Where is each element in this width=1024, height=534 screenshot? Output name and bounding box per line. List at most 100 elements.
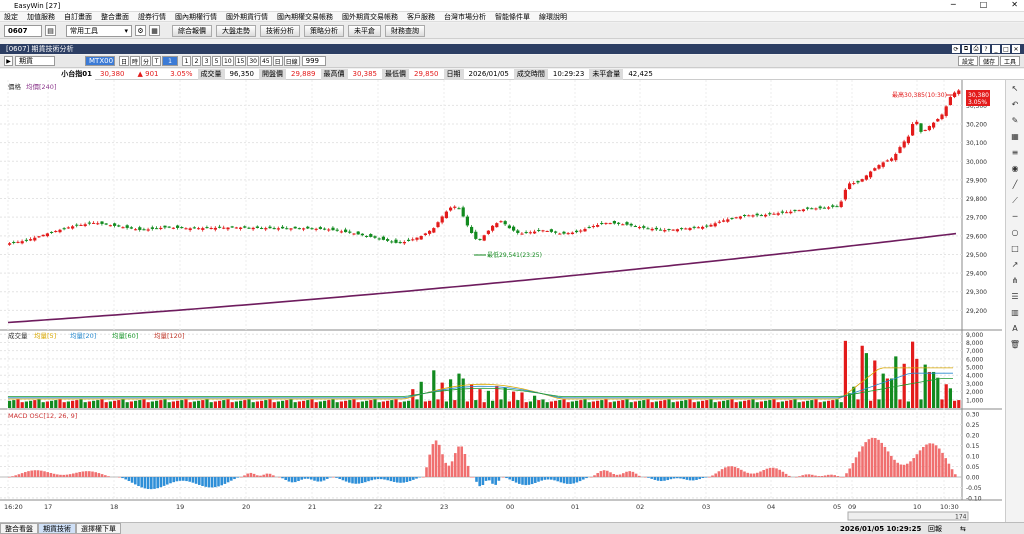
close-icon[interactable]: ✕ [1011,0,1018,9]
help-icon[interactable]: ? [982,45,990,53]
trash-icon[interactable]: 🗑 [1009,340,1021,349]
volume-bar [92,400,96,408]
menu-item[interactable]: 國外期貨交易帳務 [342,12,398,21]
lookup-icon[interactable]: ▤ [45,25,56,36]
bars-count-input[interactable]: 999 [301,56,326,66]
osc-bar [685,476,689,480]
osc-bar [688,476,692,481]
product-select[interactable]: 期貨 [15,56,55,66]
candle [701,226,705,229]
menu-item[interactable]: 台灣市場分析 [444,12,486,21]
copy-icon[interactable]: ⧉ [962,45,970,53]
period-hour[interactable]: 時 [130,56,141,66]
fork-icon[interactable]: ⋔ [1011,276,1019,285]
contract-select[interactable]: MTX00 [85,56,115,66]
y-tick-label: 29,500 [966,252,987,259]
interval-button[interactable]: 15 [234,56,247,66]
minimize-icon[interactable]: _ [992,45,1000,53]
fib-icon[interactable]: ☰ [1011,292,1019,301]
pointer-icon[interactable]: ↖ [1011,84,1019,93]
osc-bar [801,475,804,477]
period-minute[interactable]: 分 [141,56,152,66]
toolbar-button[interactable]: 大盤走勢 [216,24,256,37]
menu-item[interactable]: 客戶服務 [407,12,435,21]
pencil-icon[interactable]: ✎ [1011,116,1019,125]
hline-icon[interactable]: ─ [1012,212,1018,221]
toolbar-button[interactable]: 綜合報價 [172,24,212,37]
toolbar-button[interactable]: 策略分析 [304,24,344,37]
gear-icon[interactable]: ⚙ [135,25,146,36]
osc-bar [842,476,845,478]
interval-button[interactable]: 日線 [283,56,300,66]
volume-bar [314,402,318,408]
play-icon[interactable]: ▶ [4,56,13,66]
osc-bar [918,450,922,477]
minimize-icon[interactable]: ─ [950,0,956,9]
interval-button[interactable]: 1 [182,56,192,66]
menu-item[interactable]: 加值服務 [27,12,55,21]
column-icon[interactable]: ▥ [1011,308,1019,317]
menu-item[interactable]: 證券行情 [138,12,166,21]
status-tab[interactable]: 整合看盤 [0,523,38,534]
refresh-icon[interactable]: ⟳ [952,45,960,53]
osc-bar [559,476,563,483]
candle [801,209,805,212]
layout-icon[interactable]: ▦ [149,25,160,36]
toolbar-button[interactable]: 未平倉 [348,24,381,37]
osc-bar [679,476,682,479]
period-tick[interactable]: T [152,56,162,66]
status-tab[interactable]: 選擇權下單 [76,523,121,534]
lines-icon[interactable]: ≡ [1011,148,1019,157]
interval-button[interactable]: 3 [202,56,212,66]
save-button[interactable]: 儲存 [978,56,999,66]
menu-item[interactable]: 整合畫面 [101,12,129,21]
period-day[interactable]: 日 [119,56,130,66]
trend-icon[interactable]: ⟋ [1012,196,1018,205]
change-percent: 3.05% [170,70,193,78]
menu-item[interactable]: 智能條件單 [495,12,530,21]
interval-button[interactable]: 30 [247,56,259,66]
menu-item[interactable]: 國內期權交易帳務 [277,12,333,21]
candle [831,205,835,207]
toolbar-button[interactable]: 技術分析 [260,24,300,37]
menu-item[interactable]: 線環說明 [539,12,567,21]
technical-chart[interactable]: 29,200 29,300 29,400 29,500 29,600 29,700 29,8… [0,80,1005,522]
line-tool-icon[interactable]: ╱ [1012,180,1018,189]
status-tab[interactable]: 期貨技術 [38,523,76,534]
report-button[interactable]: 回報 [928,524,942,533]
switch-icon[interactable]: ⇆ [960,524,966,533]
candle [142,229,146,231]
interval-button[interactable]: 日 [272,56,283,66]
undo-icon[interactable]: ↶ [1011,100,1019,109]
menu-item[interactable]: 設定 [4,12,18,21]
close-icon[interactable]: ✕ [1012,45,1020,53]
text-icon[interactable]: A [1012,324,1018,333]
rect-icon[interactable]: □ [1011,244,1019,253]
menu-item[interactable]: 自訂畫面 [64,12,92,21]
volume-bar [860,345,864,408]
print-icon[interactable]: ⎙ [972,45,980,53]
period-input[interactable]: 1 [162,56,179,66]
toolbar-button[interactable]: 財務查詢 [385,24,425,37]
osc-bar [27,471,30,477]
candle [58,229,62,233]
settings-button[interactable]: 設定 [957,56,978,66]
code-input[interactable]: 0607 [4,24,42,37]
maximize-icon[interactable]: □ [979,0,988,9]
maximize-icon[interactable]: □ [1002,45,1010,53]
grid-icon[interactable]: ▦ [1011,132,1019,141]
brush-icon[interactable]: ◉ [1011,164,1019,173]
interval-button[interactable]: 5 [212,56,222,66]
candle [20,241,24,244]
interval-button[interactable]: 2 [192,56,202,66]
interval-button[interactable]: 45 [259,56,272,66]
tool-select[interactable]: 常用工具 ▾ [66,24,132,37]
menu-item[interactable]: 國外期貨行情 [226,12,268,21]
tools-button[interactable]: 工具 [999,56,1020,66]
circle-icon[interactable]: ○ [1011,228,1019,237]
candle [138,227,142,230]
interval-button[interactable]: 10 [222,56,234,66]
menu-item[interactable]: 國內期權行情 [175,12,217,21]
volume-bar [524,402,528,408]
arrow-icon[interactable]: ↗ [1011,260,1019,269]
